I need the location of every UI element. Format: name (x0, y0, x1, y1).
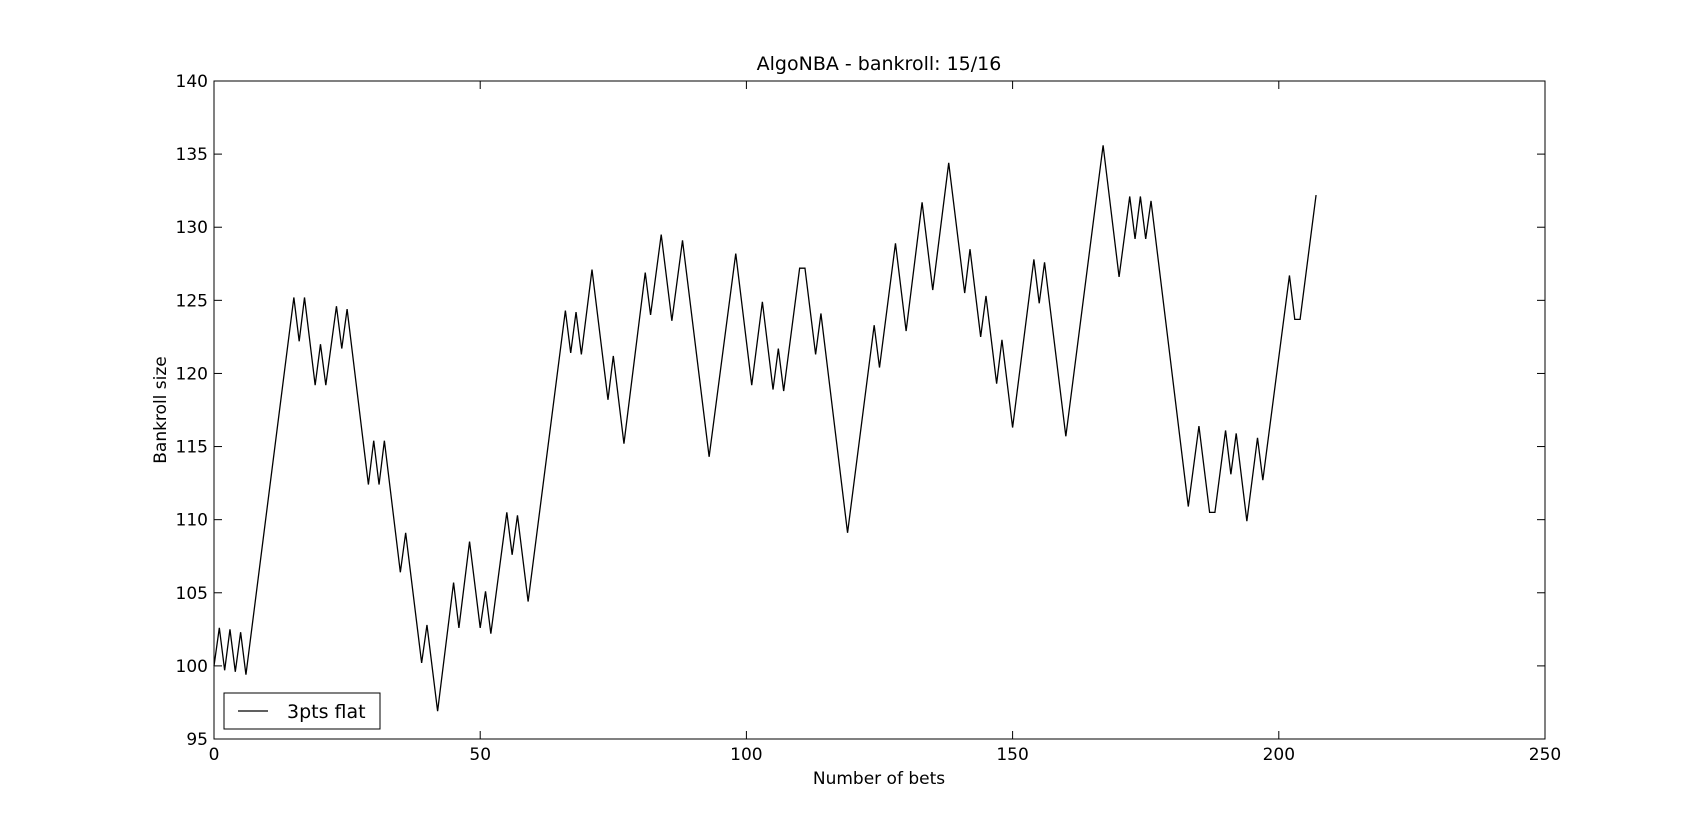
y-tick-label: 100 (176, 657, 208, 677)
x-tick-label: 50 (469, 745, 491, 765)
y-tick-label: 105 (176, 584, 208, 604)
y-tick-label: 135 (176, 145, 208, 165)
y-tick-label: 95 (186, 730, 208, 750)
y-axis-label: Bankroll size (151, 356, 171, 464)
y-tick-label: 125 (176, 291, 208, 311)
y-tick-label: 130 (176, 218, 208, 238)
x-tick-label: 0 (209, 745, 220, 765)
y-tick-label: 120 (176, 364, 208, 384)
legend-label: 3pts flat (287, 701, 366, 723)
x-tick-label: 150 (996, 745, 1028, 765)
x-tick-label: 250 (1529, 745, 1561, 765)
y-tick-label: 115 (176, 438, 208, 458)
chart-title: AlgoNBA - bankroll: 15/16 (757, 53, 1002, 75)
y-tick-label: 110 (176, 511, 208, 531)
plot-frame (213, 80, 1546, 740)
y-tick-label: 140 (176, 72, 208, 92)
x-tick-label: 200 (1263, 745, 1295, 765)
x-tick-label: 100 (730, 745, 762, 765)
x-axis-label: Number of bets (813, 769, 945, 789)
data-line (213, 145, 1317, 712)
